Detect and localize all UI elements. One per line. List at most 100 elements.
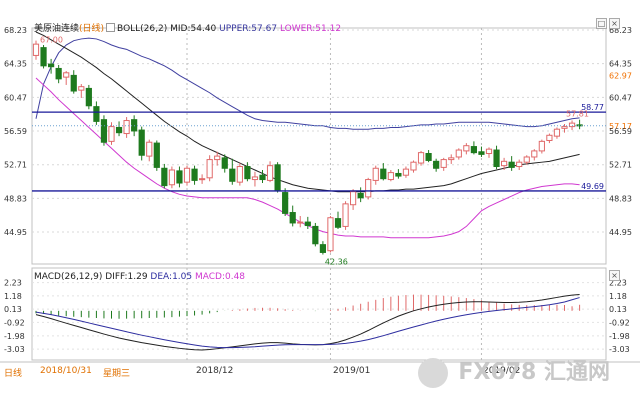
price-tick-left: 52.71 — [4, 161, 27, 170]
candle-body — [40, 47, 47, 67]
candle-body — [568, 122, 576, 128]
recent-high-label: 57.81 — [566, 109, 589, 118]
candle-body — [455, 149, 462, 158]
boll-label: BOLL(26,2) — [117, 24, 168, 34]
candle-body — [538, 140, 545, 152]
boll-mid: MID:54.40 — [170, 24, 217, 34]
indicator-checkbox[interactable] — [106, 23, 116, 32]
annotations: 58.77 49.69 67.00 42.36 57.81 62.97 57.17 — [32, 36, 632, 267]
price-tick-left: 56.59 — [4, 127, 27, 136]
price-header: 美原油连续(日线) BOLL(26,2) MID:54.40 UPPER:57.6… — [34, 21, 341, 34]
chart-frame — [0, 27, 640, 363]
candle-body — [342, 203, 349, 227]
candle-body — [553, 128, 561, 137]
price-tick-right: 68.23 — [609, 26, 632, 35]
close-icon[interactable]: × — [609, 18, 620, 29]
candle-body — [470, 146, 477, 154]
candle-body — [440, 159, 447, 168]
macd-value: MACD:0.48 — [194, 272, 246, 282]
watermark-logo-icon — [418, 358, 448, 388]
candle-body — [448, 157, 455, 161]
price-tick-left: 48.83 — [4, 194, 27, 203]
macd-dea-line — [35, 297, 580, 349]
right-axis-label-last: 57.17 — [609, 122, 632, 131]
candle-body — [380, 168, 387, 180]
date-label-dec: 2018/12 — [196, 366, 234, 376]
macd-header: MACD(26,12,9) DIFF:1.29 DEA:1.05 MACD:0.… — [34, 272, 245, 282]
price-tick-right: 60.47 — [609, 93, 632, 102]
candle-body — [289, 212, 296, 224]
price-tick-left: 60.47 — [4, 93, 27, 102]
boll-upper: UPPER:57.67 — [219, 24, 278, 34]
candle-body — [312, 225, 319, 245]
macd-tick-right: -0.92 — [609, 318, 630, 327]
footer-period[interactable]: 日线 — [4, 369, 23, 379]
candle-body — [531, 150, 538, 158]
candle-body — [402, 168, 410, 176]
candle-body — [372, 167, 379, 181]
candle-body — [516, 161, 523, 168]
price-tick-right: 56.59 — [609, 127, 632, 136]
price-tick-right: 52.71 — [609, 161, 632, 170]
bollinger-bands — [35, 31, 580, 239]
candle-body — [425, 153, 432, 161]
candle-body — [85, 87, 92, 107]
candle-body — [70, 74, 77, 92]
macd-label: MACD(26,12,9) — [34, 272, 103, 282]
price-tick-left: 44.95 — [4, 228, 27, 237]
macd-tick-right: 0.13 — [609, 305, 627, 314]
candle-body — [501, 160, 508, 167]
candle-body — [463, 145, 470, 152]
macd-tick-left: 0.13 — [4, 305, 22, 314]
date-label-feb: 2019/02 — [483, 366, 521, 376]
candle-body — [576, 124, 583, 127]
candle-body — [334, 218, 342, 228]
candle-body — [78, 86, 85, 91]
candle-body — [191, 168, 198, 181]
candle-body — [327, 217, 334, 252]
boll-lower: LOWER:51.12 — [279, 24, 342, 34]
candle-body — [433, 160, 440, 169]
candle-body — [297, 221, 304, 224]
candle-body — [176, 170, 183, 184]
price-tick-right: 44.95 — [609, 228, 632, 237]
macd-tick-left: -3.03 — [4, 345, 25, 354]
candle-body — [561, 126, 568, 129]
macd-close-icon[interactable]: × — [609, 270, 620, 281]
candle-body — [266, 165, 274, 181]
macd-tick-left: 1.18 — [4, 292, 22, 301]
macd-dea: DEA:1.05 — [150, 272, 193, 282]
instrument-name: 美原油连续 — [34, 24, 80, 34]
candle-body — [508, 161, 515, 168]
resistance-label: 58.77 — [581, 103, 604, 112]
price-tick-right: 64.35 — [609, 60, 632, 69]
axis-labels: 68.23 68.23 64.35 64.35 60.47 60.47 56.59 56.59… — [4, 26, 632, 354]
candle-body — [138, 129, 145, 156]
cursor-date: 2018/10/31 — [40, 366, 92, 376]
candle-body — [319, 244, 326, 253]
candle-body — [350, 191, 357, 206]
candle-body — [161, 167, 168, 187]
candle-body — [523, 156, 530, 163]
maximize-icon[interactable]: □ — [596, 18, 607, 29]
candle-body — [274, 164, 281, 191]
price-tick-left: 68.23 — [4, 26, 27, 35]
candle-body — [183, 167, 191, 183]
cursor-weekday: 星期三 — [103, 369, 131, 379]
macd-tick-right: 1.18 — [609, 292, 627, 301]
candle-body — [146, 141, 153, 157]
candle-body — [100, 119, 108, 143]
candle-body — [63, 72, 70, 78]
candle-body — [236, 166, 243, 183]
candle-body — [123, 120, 130, 135]
candle-body — [221, 157, 228, 169]
candle-body — [251, 176, 259, 181]
candle-body — [493, 149, 500, 168]
candle-body — [304, 221, 311, 227]
candle-body — [244, 166, 251, 180]
macd-tick-left: -0.92 — [4, 318, 25, 327]
high-label: 67.00 — [40, 36, 63, 45]
right-axis-label-high: 62.97 — [609, 72, 632, 81]
macd-tick-left: 2.23 — [4, 279, 22, 288]
